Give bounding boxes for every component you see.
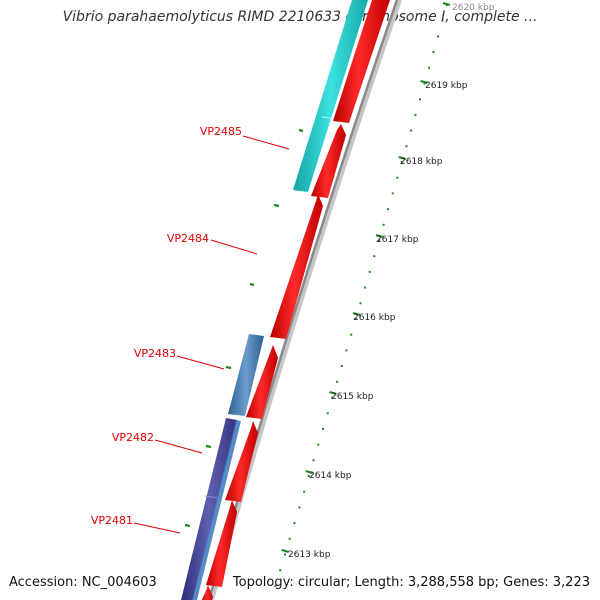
feature-track-ticks (184, 128, 304, 528)
gene-arrow-bottom[interactable] (202, 585, 213, 600)
ruler-minor-tick (340, 365, 343, 368)
ruler-minor-tick (391, 192, 394, 195)
leader-line-vp2484 (210, 239, 258, 255)
ruler-minor-tick (288, 537, 291, 540)
map-title: Vibrio parahaemolyticus RIMD 2210633 chr… (62, 9, 538, 25)
gene-label-vp2485[interactable]: VP2485 (200, 125, 242, 138)
ruler-label-2614: 2614 kbp (309, 471, 352, 481)
backbone-arc-shadow (210, 0, 402, 600)
ruler-minor-tick (274, 584, 277, 587)
ruler-minor-tick (322, 427, 324, 430)
gene-label-vp2482[interactable]: VP2482 (112, 431, 154, 444)
leader-line-vp2485 (242, 135, 290, 150)
ruler-minor-tick (373, 255, 376, 258)
ruler-minor-tick (331, 396, 334, 399)
leader-line-vp2483 (176, 355, 225, 370)
cds-feature-steelblue[interactable] (228, 334, 264, 416)
ruler-label-2619: 2619 kbp (425, 81, 468, 91)
ruler-major-tick (375, 233, 384, 239)
ruler-minor-tick (354, 318, 357, 320)
ruler-major-ticks (281, 1, 451, 554)
accession-text: Accession: NC_004603 (9, 575, 157, 590)
ruler-minor-tick (279, 569, 282, 572)
ruler-minor-tick (317, 443, 320, 446)
ruler-minor-tick (409, 129, 412, 132)
ruler-minor-tick (364, 286, 367, 289)
ruler-label-2620: 2620 kbp (452, 3, 495, 13)
gene-arrow-top[interactable] (333, 0, 390, 123)
gene-arrow-vp2485[interactable] (311, 124, 346, 198)
ruler-minor-tick (382, 223, 385, 226)
ruler-major-tick (420, 79, 428, 85)
ruler-minor-tick (405, 145, 408, 148)
ruler-label-2617: 2617 kbp (376, 235, 419, 245)
leader-line-vp2482 (154, 439, 203, 454)
gene-arrow-vp2483[interactable] (246, 345, 278, 419)
ruler-label-2613: 2613 kbp (288, 550, 331, 560)
ruler-minor-tick (414, 113, 417, 116)
ruler-minor-tick (345, 349, 348, 352)
cds-feature-boundary (204, 495, 219, 499)
ruler-minor-tick (428, 66, 430, 69)
ruler-minor-tick (387, 208, 390, 211)
gene-label-vp2484[interactable]: VP2484 (167, 232, 209, 245)
ruler-label-2615: 2615 kbp (331, 392, 374, 402)
leader-line-vp2481 (133, 522, 181, 534)
ruler-minor-tick (400, 161, 403, 163)
ruler-major-tick (398, 155, 407, 161)
ruler-minor-tick (303, 490, 306, 493)
ruler-minor-tick (293, 522, 296, 525)
gene-label-vp2483[interactable]: VP2483 (134, 347, 176, 360)
ruler-minor-tick (359, 302, 362, 305)
ruler-label-2616: 2616 kbp (353, 313, 396, 323)
ruler-minor-tick (432, 51, 435, 54)
ruler-major-tick (329, 390, 337, 396)
ruler-minor-tick (423, 82, 426, 85)
ruler-minor-tick (436, 35, 439, 38)
ruler-minor-tick (396, 176, 399, 179)
ruler-minor-tick (298, 506, 301, 509)
ruler-minor-tick (368, 270, 371, 273)
ruler-minor-tick (312, 459, 315, 462)
cds-feature-cyan[interactable] (293, 0, 368, 192)
ruler-minor-ticks (274, 4, 448, 587)
ruler-minor-tick (336, 380, 339, 383)
ruler-minor-tick (378, 239, 380, 242)
cds-feature-indigo[interactable] (181, 418, 237, 600)
ruler-major-tick (352, 311, 361, 317)
ruler-minor-tick (441, 19, 444, 22)
genome-stats-text: Topology: circular; Length: 3,288,558 bp… (232, 575, 590, 590)
ruler-major-tick (442, 1, 451, 7)
ruler-minor-tick (284, 553, 286, 556)
ruler-minor-tick (350, 333, 353, 336)
gene-label-vp2481[interactable]: VP2481 (91, 514, 133, 527)
cds-feature-blue-strip (192, 420, 241, 600)
gene-arrow-vp2484[interactable] (270, 194, 323, 339)
ruler-minor-tick (326, 412, 329, 415)
ruler-minor-tick (307, 475, 310, 477)
ruler-major-tick (305, 469, 314, 475)
gene-arrow-vp2481[interactable] (206, 500, 237, 587)
ruler-major-tick (281, 548, 290, 554)
ruler-label-2618: 2618 kbp (400, 157, 443, 167)
gene-arrow-vp2482[interactable] (225, 421, 258, 502)
ruler-minor-tick (419, 98, 421, 101)
